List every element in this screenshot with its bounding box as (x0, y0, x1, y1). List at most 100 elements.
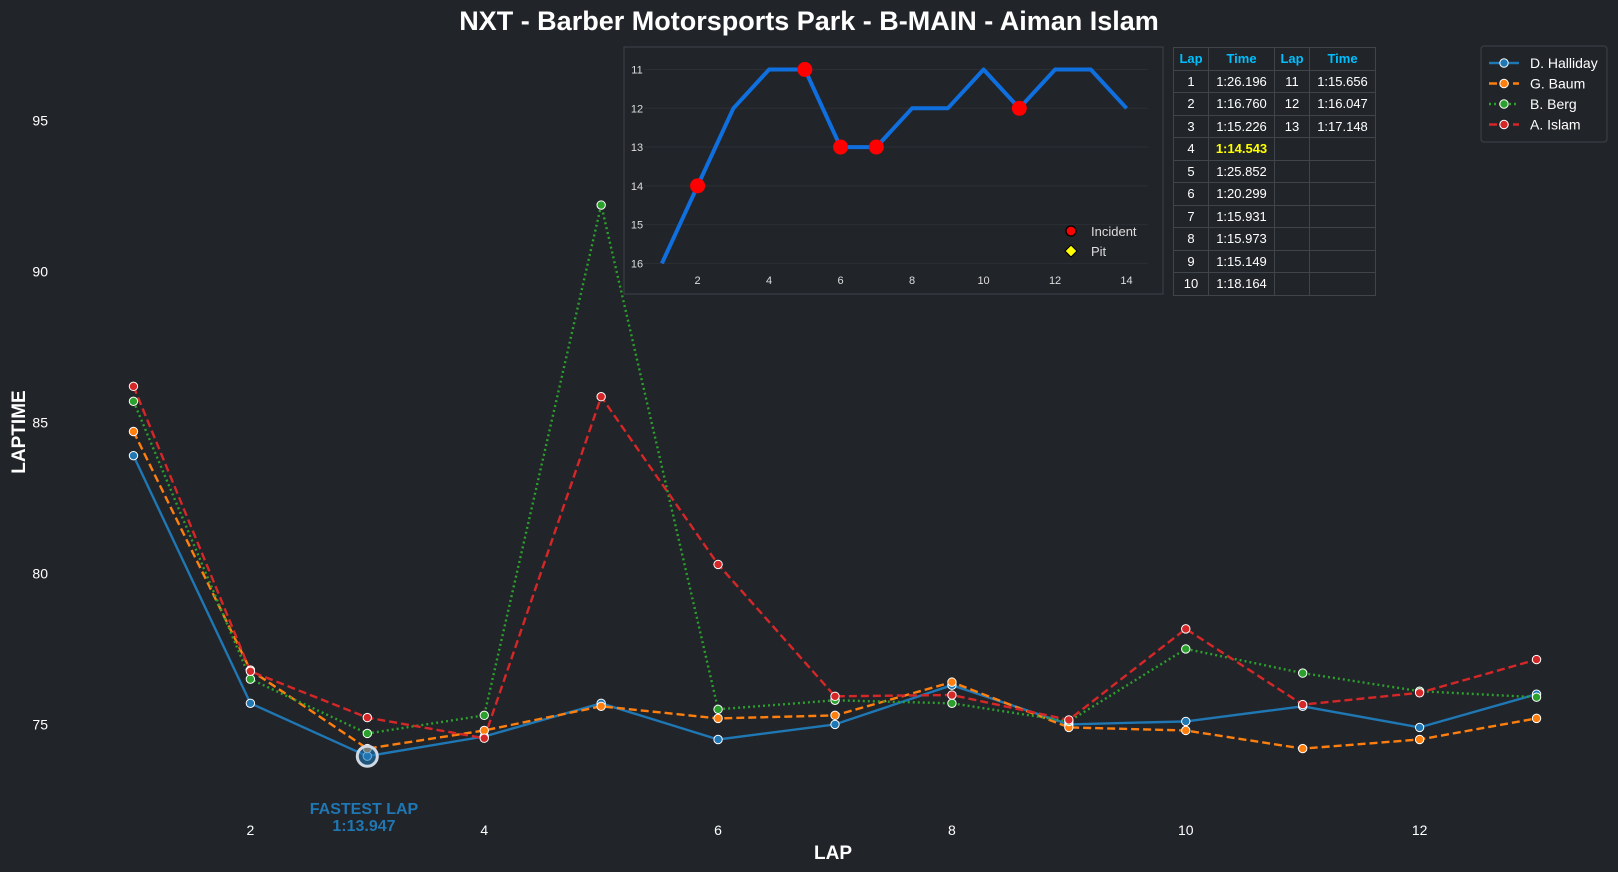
lap-number-cell (1274, 227, 1310, 251)
pit-legend-marker (1064, 244, 1078, 258)
lap-time-cell: 1:14.543 (1208, 137, 1275, 161)
table-row: 2 1:16.760 12 1:16.047 (1173, 92, 1376, 116)
x-tick-label: 2 (246, 822, 254, 838)
table-row: 6 1:20.299 (1173, 182, 1376, 206)
lap-time-cell: 1:15.656 (1309, 69, 1376, 93)
x-tick-label: 10 (1178, 822, 1194, 838)
lap-time-cell: 1:15.931 (1208, 204, 1275, 228)
data-point (1181, 624, 1191, 634)
data-point (947, 677, 957, 687)
lap-time-cell: 1:17.148 (1309, 114, 1376, 138)
lap-time-cell (1309, 137, 1376, 161)
lap-time-cell: 1:16.760 (1208, 92, 1275, 116)
data-point (947, 698, 957, 708)
data-point (479, 733, 489, 743)
data-point (947, 690, 957, 700)
lap-time-cell (1309, 249, 1376, 273)
lap-time-cell: 1:15.149 (1208, 249, 1275, 273)
table-row: 1 1:26.196 11 1:15.656 (1173, 69, 1376, 93)
main-legend-frame (1480, 45, 1608, 143)
lap-number-cell: 12 (1274, 92, 1310, 116)
table-row: 3 1:15.226 13 1:17.148 (1173, 114, 1376, 138)
x-axis-label: LAP (814, 843, 852, 864)
legend-entry: B. Berg (1530, 96, 1577, 112)
table-row: 8 1:15.973 (1173, 227, 1376, 251)
x-tick-label: 6 (714, 822, 722, 838)
data-point (1181, 716, 1191, 727)
inset-y-tick-label: 11 (631, 65, 642, 77)
lap-number-cell (1274, 159, 1310, 183)
data-point (830, 710, 840, 721)
data-point (1064, 715, 1074, 725)
lap-number-cell (1274, 182, 1310, 206)
x-tick-label: 12 (1412, 822, 1428, 838)
legend-entry: G. Baum (1530, 76, 1585, 92)
table-row: 9 1:15.149 (1173, 249, 1376, 273)
lap-table-header: Lap Time Lap Time (1173, 47, 1376, 71)
data-point (1531, 654, 1542, 665)
y-tick-label: 95 (32, 112, 48, 128)
data-point (713, 559, 723, 570)
pit-legend-label: Pit (1091, 244, 1107, 259)
series-line-a-islam (132, 385, 1537, 740)
y-tick-label: 90 (32, 263, 48, 279)
data-point (245, 674, 256, 684)
inset-y-tick-label: 16 (631, 258, 643, 270)
y-axis-label: LAPTIME (9, 390, 30, 473)
data-point (128, 381, 139, 392)
inset-x-tick-label: 12 (1049, 275, 1061, 287)
inset-y-tick-label: 13 (631, 142, 643, 154)
lap-time-cell (1309, 204, 1376, 228)
inset-legend: Incident Pit (1064, 224, 1137, 259)
fastest-lap-marker (355, 744, 379, 768)
lap-table-body: 1 1:26.196 11 1:15.656 2 1:16.760 12 1:16.047 3 1… (1173, 69, 1376, 296)
position-inset-chart: 11 12 13 14 15 16 2 4 6 8 10 12 14 Incident Pit (623, 46, 1164, 295)
lap-number-cell: 10 (1173, 272, 1209, 296)
lap-time-cell (1309, 182, 1376, 206)
chart-title: NXT - Barber Motorsports Park - B-MAIN -… (459, 6, 1159, 36)
lap-number-cell: 4 (1173, 137, 1209, 161)
incident-legend-label: Incident (1091, 224, 1137, 239)
data-point (1414, 722, 1425, 733)
data-point (128, 396, 139, 407)
incident-marker (833, 139, 849, 155)
series-points (128, 200, 1542, 761)
data-point (1414, 688, 1425, 698)
lap-time-cell (1309, 227, 1376, 251)
lap-number-cell: 7 (1173, 204, 1209, 228)
table-row: 4 1:14.543 (1173, 137, 1376, 161)
inset-x-tick-label: 2 (695, 275, 701, 287)
legend-swatch-marker (1499, 119, 1509, 130)
lap-time-cell (1309, 272, 1376, 296)
data-point (596, 701, 606, 711)
lap-time-cell: 1:26.196 (1208, 69, 1275, 93)
incident-markers (690, 62, 1027, 194)
lap-number-cell (1274, 272, 1310, 296)
data-point (1181, 725, 1191, 736)
data-point (1297, 668, 1308, 678)
inset-axis-ticks: 11 12 13 14 15 16 2 4 6 8 10 12 14 (631, 65, 1133, 287)
fastest-lap-value: 1:13.947 (332, 818, 395, 835)
legend-entry: D. Halliday (1530, 55, 1598, 71)
lap-number-cell: 11 (1274, 69, 1310, 93)
incident-marker (797, 62, 813, 78)
data-point (713, 704, 723, 715)
incident-legend-marker (1065, 225, 1077, 237)
lap-times-table: Lap Time Lap Time 1 1:26.196 11 1:15.656 2 1:… (1173, 47, 1376, 296)
lap-time-cell: 1:25.852 (1208, 159, 1275, 183)
data-point (1414, 734, 1425, 745)
lap-time-cell: 1:18.164 (1208, 272, 1275, 296)
data-point (245, 698, 256, 708)
table-row: 7 1:15.931 (1173, 204, 1376, 228)
data-point (1531, 713, 1542, 724)
data-point (1297, 699, 1308, 710)
lap-number-cell: 3 (1173, 114, 1209, 138)
header-lap: Lap (1274, 47, 1310, 71)
lap-number-cell: 9 (1173, 249, 1209, 273)
inset-x-tick-label: 10 (977, 275, 989, 287)
data-point (713, 713, 723, 724)
lap-time-cell: 1:15.226 (1208, 114, 1275, 138)
data-point (1181, 644, 1191, 654)
lap-number-cell: 6 (1173, 182, 1209, 206)
